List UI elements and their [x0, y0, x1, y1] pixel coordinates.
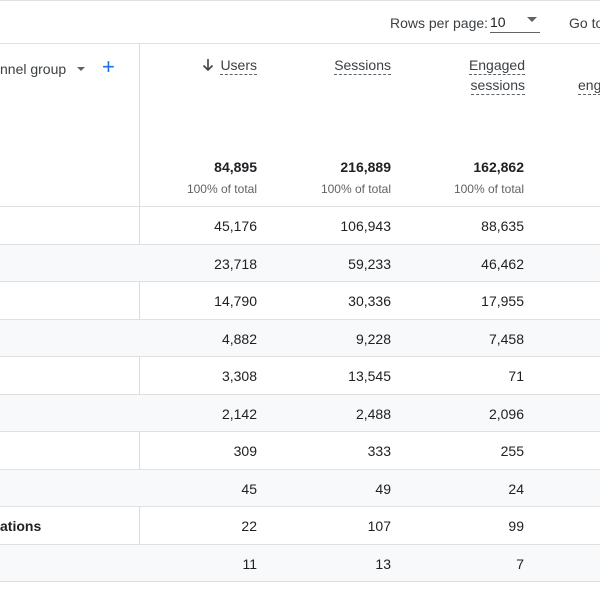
- go-to-label: Go to: [569, 15, 600, 31]
- engaged-total: 162,862: [473, 159, 524, 175]
- table-row[interactable]: 45 49 24: [0, 469, 600, 507]
- row-engaged: 17,955: [481, 293, 524, 309]
- sessions-header-label: Sessions: [334, 57, 391, 75]
- table-row[interactable]: 309 333 255: [0, 431, 600, 469]
- column-header-engaged-sessions[interactable]: Engaged sessions: [440, 56, 525, 96]
- table-row[interactable]: 11 13 7: [0, 544, 600, 582]
- row-engaged: 88,635: [481, 218, 524, 234]
- row-sessions: 9,228: [355, 331, 391, 347]
- row-sessions: 106,943: [340, 218, 391, 234]
- users-total: 84,895: [214, 159, 257, 175]
- row-sessions: 2,488: [355, 406, 391, 422]
- row-engaged: 2,096: [488, 406, 524, 422]
- sort-descending-icon: [202, 59, 214, 72]
- row-sessions: 59,233: [348, 256, 391, 272]
- row-engaged: 71: [508, 368, 524, 384]
- row-users: 11: [242, 556, 257, 572]
- row-engaged: 7,458: [488, 331, 524, 347]
- row-users: 14,790: [214, 293, 257, 309]
- pagination-bar: Rows per page: 10 Go to: [0, 0, 600, 44]
- row-engaged: 7: [516, 556, 524, 572]
- users-total-percent: 100% of total: [186, 182, 257, 196]
- row-users: 23,718: [214, 256, 257, 272]
- row-users: 45: [241, 481, 257, 497]
- row-users: 22: [241, 518, 257, 534]
- engaged-header-line1: Engaged: [468, 57, 525, 75]
- partial-header-line2: eng: [578, 77, 600, 95]
- row-users: 45,176: [214, 218, 257, 234]
- row-sessions: 107: [367, 518, 391, 534]
- engaged-header-line2: sessions: [470, 77, 525, 95]
- rows-per-page-select[interactable]: 10: [490, 9, 540, 33]
- row-users: 309: [233, 443, 257, 459]
- column-header-sessions[interactable]: Sessions: [300, 56, 391, 76]
- rows-per-page-value: 10: [490, 14, 506, 30]
- row-sessions: 333: [367, 443, 391, 459]
- row-engaged: 255: [500, 443, 524, 459]
- table-row[interactable]: 2,142 2,488 2,096: [0, 394, 600, 432]
- row-engaged: 46,462: [481, 256, 524, 272]
- sessions-total: 216,889: [340, 159, 391, 175]
- caret-down-icon: [527, 17, 537, 22]
- rows-per-page-label: Rows per page:: [390, 15, 489, 31]
- row-sessions: 30,336: [348, 293, 391, 309]
- table-row[interactable]: 3,308 13,545 71: [0, 356, 600, 394]
- dimension-label: nnel group: [0, 61, 67, 77]
- column-header-users[interactable]: Users: [207, 56, 257, 76]
- row-users: 4,882: [221, 331, 257, 347]
- table-row[interactable]: ations 22 107 99: [0, 506, 600, 544]
- row-sessions: 13,545: [348, 368, 391, 384]
- table-row[interactable]: 14,790 30,336 17,955: [0, 281, 600, 319]
- add-dimension-icon[interactable]: +: [102, 54, 115, 79]
- row-users: 2,142: [221, 406, 257, 422]
- row-sessions: 13: [375, 556, 391, 572]
- row-users: 3,308: [221, 368, 257, 384]
- users-header-label: Users: [220, 57, 257, 75]
- row-engaged: 99: [508, 518, 524, 534]
- table-row[interactable]: 45,176 106,943 88,635: [0, 206, 600, 244]
- row-dimension: ations: [0, 518, 42, 534]
- column-divider: [139, 44, 140, 581]
- row-sessions: 49: [375, 481, 391, 497]
- dimension-dropdown-icon[interactable]: [77, 67, 85, 71]
- column-header-partial[interactable]: eng: [578, 56, 600, 96]
- sessions-total-percent: 100% of total: [320, 182, 391, 196]
- table-row[interactable]: 4,882 9,228 7,458: [0, 319, 600, 357]
- row-engaged: 24: [508, 481, 524, 497]
- table-row[interactable]: 23,718 59,233 46,462: [0, 244, 600, 282]
- engaged-total-percent: 100% of total: [453, 182, 524, 196]
